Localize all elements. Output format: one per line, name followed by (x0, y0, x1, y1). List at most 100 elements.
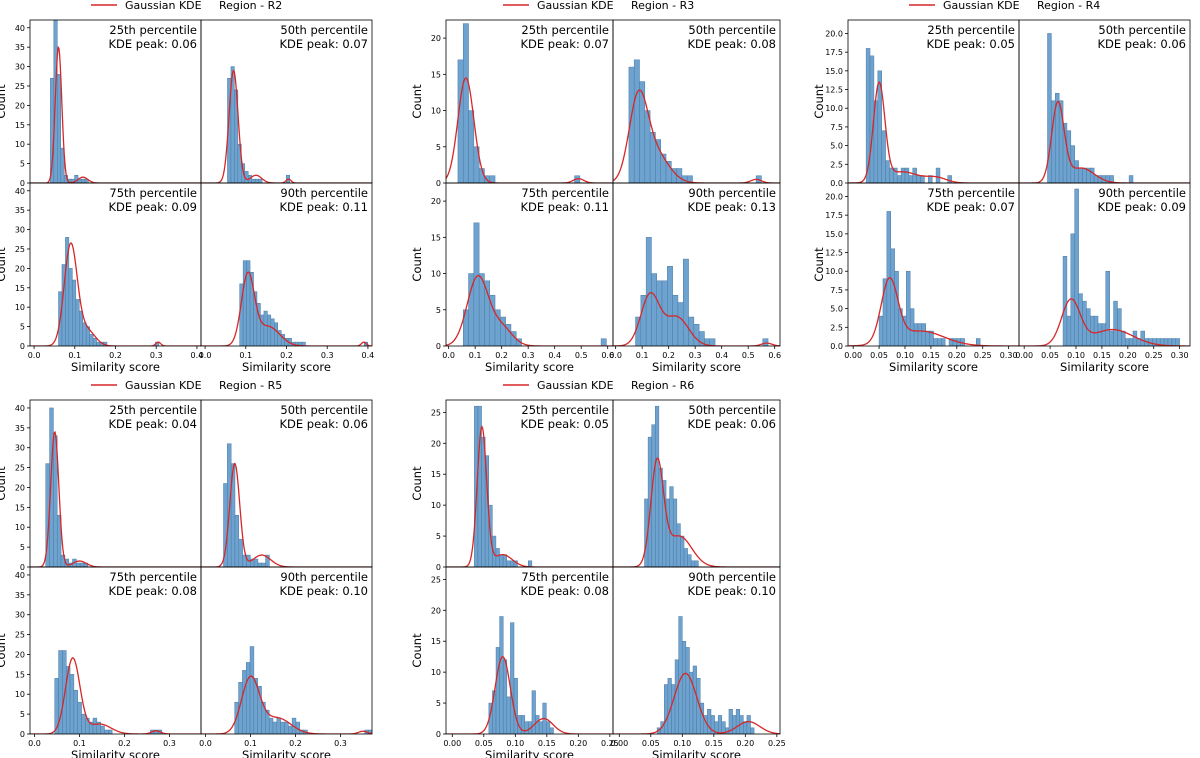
histogram-bar (1097, 323, 1103, 346)
legend-region-label: Region - R5 (219, 379, 282, 392)
x-tick-label: 0.15 (1093, 351, 1111, 360)
legend-region-label: Region - R4 (1037, 0, 1100, 12)
histogram-bar (1132, 330, 1138, 346)
y-tick-label: 0 (20, 179, 25, 188)
y-tick-label: 10 (431, 107, 441, 116)
y-tick-label: 0.0 (830, 342, 843, 351)
histogram-bar (1070, 233, 1075, 346)
histogram-bar (640, 295, 647, 346)
histogram-bar (676, 523, 681, 567)
histogram-bar (478, 273, 485, 346)
y-tick-label: 5 (436, 306, 441, 315)
histogram-bar (1140, 330, 1145, 346)
x-tick-label: 0.20 (736, 739, 754, 748)
x-tick-label: 0.6 (601, 351, 614, 360)
histogram-bar (288, 725, 293, 734)
histogram-bar (644, 110, 651, 183)
x-tick-label: 0.10 (896, 351, 914, 360)
x-tick-label: 0.25 (768, 739, 786, 748)
y-tick-label: 40 (15, 187, 25, 196)
x-tick-label: 0.4 (362, 351, 375, 360)
kde-curve (446, 77, 613, 183)
percentile-label: 25th percentile (109, 23, 197, 37)
histogram-bar (671, 684, 676, 734)
histogram-bar (717, 715, 723, 734)
histogram-bar (506, 696, 511, 734)
histogram-bar (645, 237, 652, 346)
y-axis-label: Count (0, 84, 8, 119)
x-tick-label: 0.2 (662, 351, 675, 360)
histogram-bar (268, 717, 274, 734)
histogram-bar (77, 701, 82, 734)
x-tick-label: 0.4 (191, 351, 204, 360)
histogram-bars (462, 222, 607, 346)
x-tick-label: 0.20 (1119, 351, 1137, 360)
legend-kde-label: Gaussian KDE (125, 379, 202, 392)
histogram-bar (245, 662, 251, 734)
histogram-bar (104, 729, 109, 734)
y-tick-label: 0 (436, 179, 441, 188)
histogram-bar (743, 721, 748, 734)
x-axis-label: Similarity score (485, 748, 574, 758)
histogram-bar (900, 167, 906, 183)
histogram-bar (527, 560, 533, 567)
y-tick-label: 10 (15, 523, 25, 532)
histogram-bar (881, 130, 886, 183)
histogram-bar (885, 160, 890, 183)
histogram-bar (89, 334, 94, 346)
y-tick-label: 20 (431, 606, 441, 615)
histogram-bar (1090, 167, 1095, 183)
percentile-label: 75th percentile (109, 570, 197, 584)
histogram-bar (92, 337, 97, 346)
histogram-bars (865, 48, 952, 183)
kde-curve (446, 425, 613, 567)
legend-region-label: Region - R2 (219, 0, 282, 12)
kde-curve (201, 675, 372, 734)
histogram-bar (81, 713, 86, 734)
histogram-bar (921, 323, 926, 346)
kde-curve (30, 45, 201, 183)
histogram-bar (651, 424, 656, 567)
histogram-bar (261, 562, 266, 567)
x-tick-label: 0.4 (548, 351, 561, 360)
kde-curve (848, 81, 1019, 183)
y-axis-label: Count (0, 466, 8, 501)
kde-peak-label: KDE peak: 0.09 (108, 200, 197, 214)
histogram-bar (457, 59, 464, 183)
histogram-bar (664, 684, 669, 734)
y-tick-label: 20 (15, 101, 25, 110)
histogram-bars (223, 443, 270, 567)
x-axis-label: Similarity score (652, 360, 741, 374)
histogram-bar (502, 554, 507, 567)
y-tick-label: 15.0 (825, 67, 843, 76)
y-tick-label: 7.5 (830, 286, 843, 295)
histogram-bar (473, 222, 480, 346)
histogram-bar (1113, 300, 1118, 346)
x-tick-label: 0.20 (569, 739, 587, 748)
y-axis-label: Count (410, 633, 424, 668)
histogram-bar (242, 260, 247, 346)
percentile-label: 50th percentile (280, 23, 368, 37)
x-tick-label: 0.1 (636, 351, 649, 360)
x-tick-label: 0.0 (28, 739, 41, 748)
y-tick-label: 15 (15, 121, 25, 130)
x-tick-label: 0.5 (575, 351, 588, 360)
histogram-bars (227, 66, 291, 183)
y-tick-label: 15 (431, 70, 441, 79)
histogram-bar (1171, 338, 1177, 346)
histogram-bar (1117, 308, 1122, 346)
histogram-bar (877, 70, 882, 183)
x-tick-label: 0.20 (948, 351, 966, 360)
histogram-bar (669, 486, 674, 567)
legend-kde-label: Gaussian KDE (537, 0, 614, 12)
histogram-bar (531, 690, 536, 734)
histogram-bar (280, 721, 285, 734)
y-tick-label: 5 (20, 323, 25, 332)
y-tick-label: 10 (15, 303, 25, 312)
